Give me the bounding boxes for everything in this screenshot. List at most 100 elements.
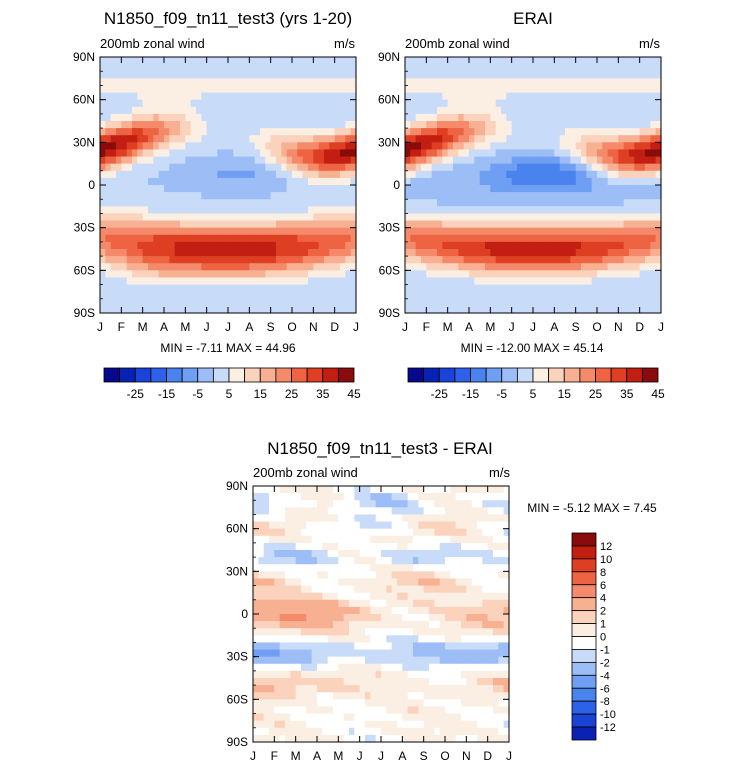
heatmap-cell bbox=[485, 177, 491, 186]
heatmap-cell bbox=[185, 113, 192, 122]
heatmap-cell bbox=[290, 649, 297, 658]
heatmap-cell bbox=[495, 277, 502, 286]
heatmap-cell bbox=[565, 71, 571, 79]
heatmap-cell bbox=[217, 135, 224, 143]
heatmap-cell bbox=[318, 270, 325, 279]
heatmap-cell bbox=[461, 486, 467, 494]
heatmap-cell bbox=[391, 599, 398, 608]
y-tick-label: 0 bbox=[88, 178, 95, 192]
heatmap-cell bbox=[311, 493, 318, 501]
heatmap-cell bbox=[329, 241, 336, 250]
heatmap-cell bbox=[493, 571, 499, 580]
heatmap-cell bbox=[447, 177, 454, 186]
heatmap-cell bbox=[313, 113, 320, 122]
heatmap-cell bbox=[158, 92, 165, 101]
heatmap-cell bbox=[421, 185, 427, 193]
heatmap-cell bbox=[623, 113, 630, 122]
heatmap-cell bbox=[260, 170, 266, 179]
heatmap-cell bbox=[317, 528, 323, 537]
heatmap-cell bbox=[517, 177, 523, 186]
heatmap-cell bbox=[575, 142, 582, 151]
heatmap-cell bbox=[121, 113, 128, 122]
heatmap-cell bbox=[185, 163, 192, 172]
heatmap-cell bbox=[618, 284, 625, 293]
heatmap-cell bbox=[212, 177, 218, 186]
heatmap-cell bbox=[639, 99, 646, 108]
heatmap-cell bbox=[418, 535, 425, 544]
heatmap-cell bbox=[477, 678, 483, 686]
heatmap-cell bbox=[485, 220, 491, 229]
heatmap-cell bbox=[522, 305, 529, 314]
heatmap-cell bbox=[639, 199, 646, 207]
heatmap-cell bbox=[196, 170, 202, 179]
heatmap-cell bbox=[474, 135, 481, 143]
heatmap-cell bbox=[549, 298, 555, 307]
heatmap-cell bbox=[455, 542, 462, 551]
heatmap-cell bbox=[263, 578, 270, 587]
heatmap-cell bbox=[461, 614, 467, 622]
heatmap-cell bbox=[613, 234, 619, 243]
heatmap-cell bbox=[222, 213, 229, 222]
heatmap-cell bbox=[597, 92, 603, 101]
heatmap-cell bbox=[575, 305, 582, 314]
heatmap-cell bbox=[329, 156, 336, 165]
heatmap-cell bbox=[423, 535, 430, 544]
heatmap-cell bbox=[447, 199, 454, 207]
heatmap-cell bbox=[350, 64, 357, 72]
heatmap-cell bbox=[490, 99, 497, 108]
heatmap-cell bbox=[116, 170, 122, 179]
heatmap-cell bbox=[349, 514, 355, 523]
heatmap-cell bbox=[533, 78, 539, 87]
heatmap-cell bbox=[286, 270, 293, 279]
heatmap-cell bbox=[405, 291, 411, 300]
heatmap-cell bbox=[549, 142, 555, 151]
heatmap-cell bbox=[238, 57, 245, 65]
heatmap-cell bbox=[485, 156, 491, 165]
heatmap-cell bbox=[185, 71, 192, 79]
heatmap-cell bbox=[148, 263, 154, 271]
heatmap-cell bbox=[559, 92, 566, 101]
heatmap-cell bbox=[260, 156, 266, 165]
heatmap-cell bbox=[105, 57, 112, 65]
heatmap-cell bbox=[327, 670, 334, 679]
heatmap-cell bbox=[493, 678, 499, 686]
heatmap-cell bbox=[455, 649, 462, 658]
heatmap-cell bbox=[474, 270, 481, 279]
heatmap-cell bbox=[397, 542, 403, 551]
heatmap-cell bbox=[345, 78, 352, 87]
heatmap-cell bbox=[295, 635, 302, 644]
heatmap-cell bbox=[453, 57, 459, 65]
heatmap-cell bbox=[116, 142, 122, 151]
heatmap-cell bbox=[386, 621, 393, 629]
heatmap-cell bbox=[501, 156, 507, 165]
heatmap-cell bbox=[501, 163, 507, 172]
x-tick-label: N bbox=[614, 320, 623, 334]
heatmap-cell bbox=[105, 284, 112, 293]
heatmap-cell bbox=[474, 256, 481, 264]
heatmap-cell bbox=[260, 64, 266, 72]
heatmap-cell bbox=[100, 85, 106, 94]
heatmap-cell bbox=[121, 149, 128, 158]
heatmap-cell bbox=[474, 170, 481, 179]
heatmap-cell bbox=[148, 177, 154, 186]
heatmap-cell bbox=[447, 298, 454, 307]
heatmap-cell bbox=[402, 500, 409, 508]
heatmap-cell bbox=[322, 493, 329, 501]
heatmap-cell bbox=[570, 99, 577, 108]
heatmap-cell bbox=[258, 578, 265, 587]
heatmap-cell bbox=[105, 71, 112, 79]
heatmap-cell bbox=[575, 135, 582, 143]
heatmap-cell bbox=[260, 298, 266, 307]
heatmap-cell bbox=[233, 305, 240, 314]
heatmap-cell bbox=[350, 128, 357, 136]
heatmap-cell bbox=[450, 656, 457, 665]
heatmap-cell bbox=[260, 57, 266, 65]
heatmap-cell bbox=[498, 507, 505, 516]
heatmap-cell bbox=[345, 270, 352, 279]
heatmap-cell bbox=[100, 64, 106, 72]
heatmap-cell bbox=[591, 156, 598, 165]
heatmap-cell bbox=[645, 284, 651, 293]
heatmap-cell bbox=[370, 493, 377, 501]
heatmap-cell bbox=[437, 249, 443, 257]
heatmap-cell bbox=[222, 99, 229, 108]
